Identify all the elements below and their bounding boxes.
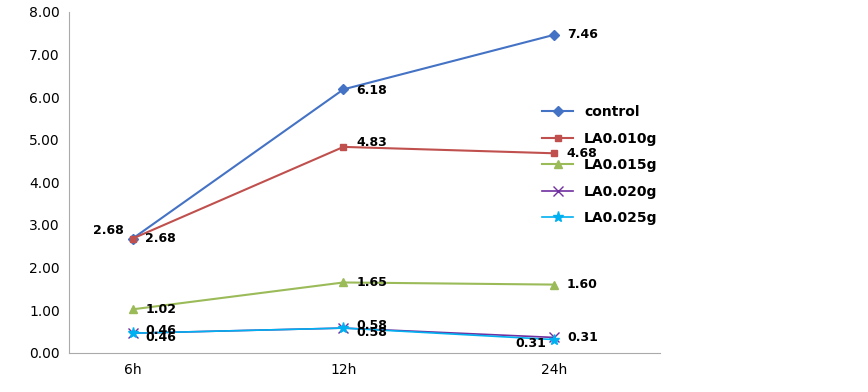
Text: 0.46: 0.46	[145, 331, 176, 344]
Text: 2.68: 2.68	[145, 232, 176, 245]
LA0.010g	[549, 151, 560, 156]
Text: 4.83: 4.83	[356, 136, 387, 149]
LA0.020g	[549, 335, 560, 340]
Text: 4.68: 4.68	[567, 147, 598, 160]
LA0.015g	[339, 280, 349, 285]
Text: 2.68: 2.68	[94, 224, 124, 238]
LA0.020g	[128, 331, 138, 336]
Legend: control, LA0.010g, LA0.015g, LA0.020g, LA0.025g: control, LA0.010g, LA0.015g, LA0.020g, L…	[536, 100, 663, 231]
LA0.025g	[339, 326, 349, 330]
Text: 1.02: 1.02	[145, 303, 176, 316]
Text: 1.65: 1.65	[356, 276, 387, 289]
Text: 0.31: 0.31	[567, 331, 598, 344]
Line: LA0.025g: LA0.025g	[127, 323, 560, 345]
Text: 7.46: 7.46	[567, 28, 598, 41]
LA0.010g	[339, 145, 349, 149]
Text: 6.18: 6.18	[356, 84, 387, 97]
Text: 1.60: 1.60	[567, 278, 598, 291]
LA0.015g	[549, 282, 560, 287]
LA0.020g	[339, 326, 349, 330]
LA0.025g	[549, 337, 560, 342]
Text: 0.58: 0.58	[356, 326, 387, 339]
LA0.015g	[128, 307, 138, 312]
Text: 0.46: 0.46	[145, 324, 176, 337]
Line: control: control	[129, 31, 558, 242]
Line: LA0.015g: LA0.015g	[128, 278, 558, 314]
LA0.025g	[128, 331, 138, 336]
LA0.010g	[128, 236, 138, 241]
control	[549, 33, 560, 37]
Text: 0.58: 0.58	[356, 319, 387, 332]
Text: 0.31: 0.31	[515, 338, 546, 350]
control	[339, 87, 349, 92]
control	[128, 236, 138, 241]
Line: LA0.020g: LA0.020g	[128, 323, 559, 342]
Line: LA0.010g: LA0.010g	[129, 143, 558, 242]
